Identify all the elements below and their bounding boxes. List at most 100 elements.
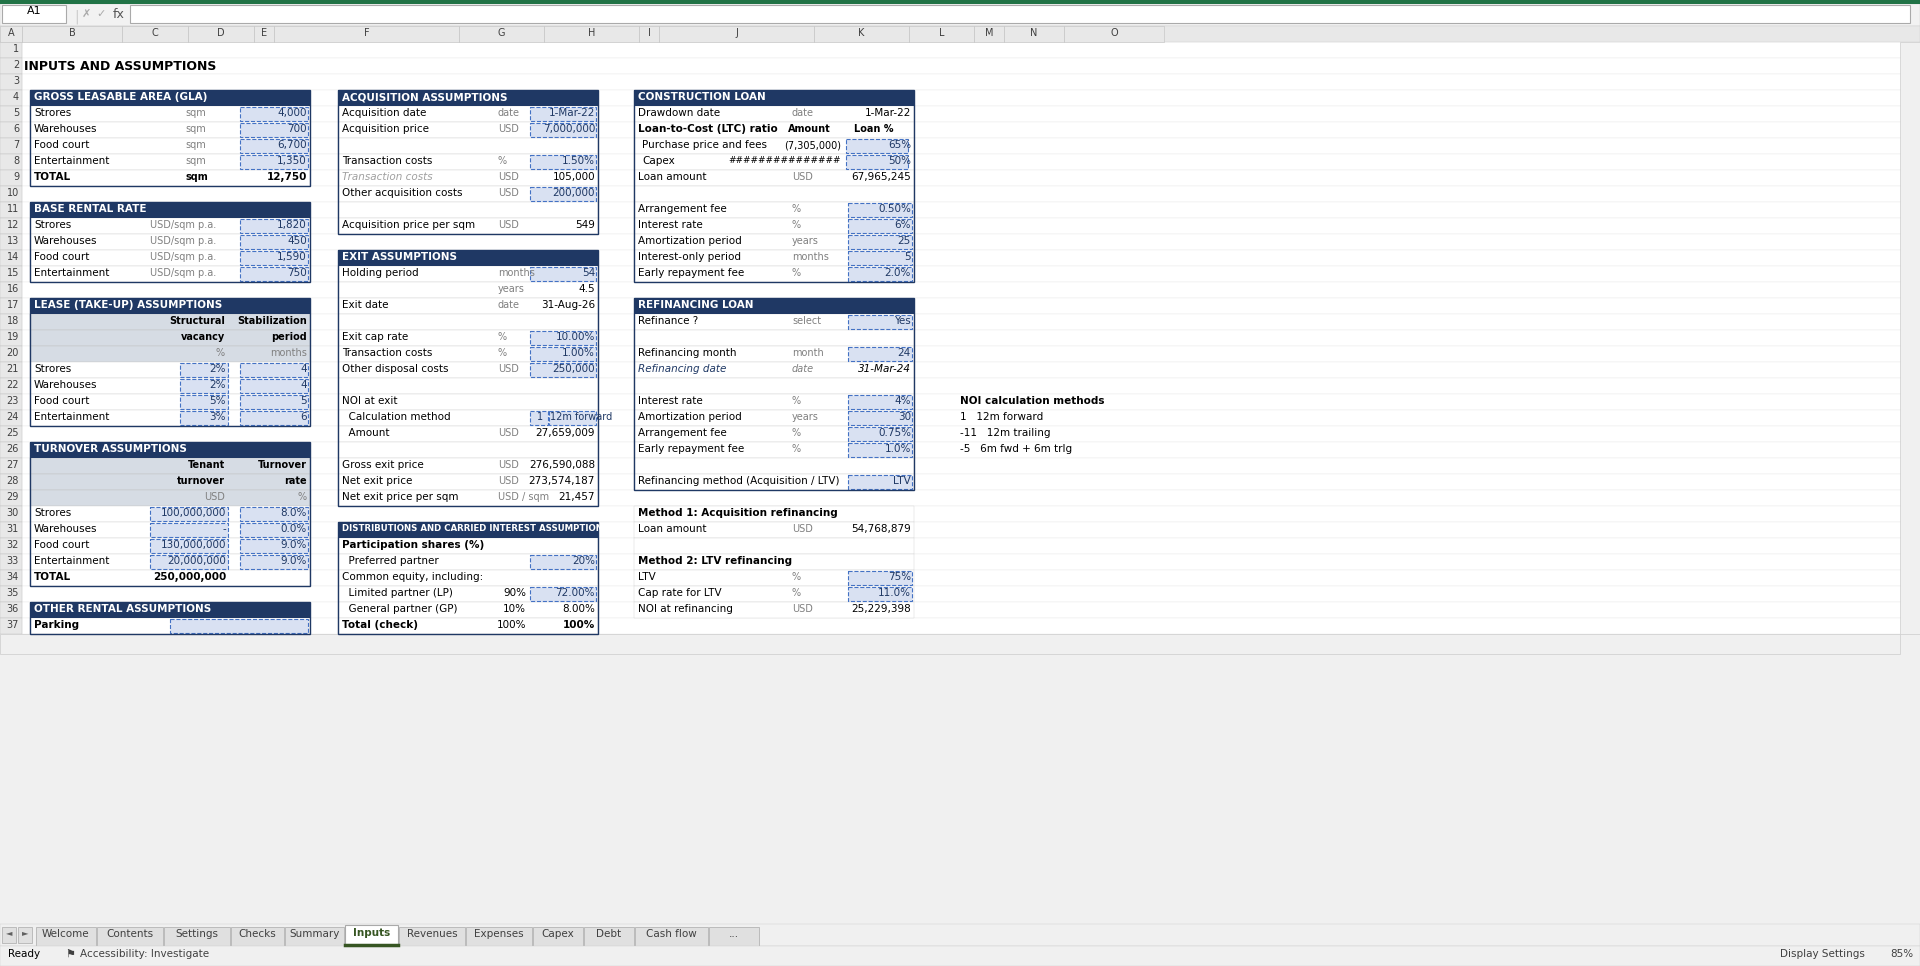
Text: Food court: Food court bbox=[35, 396, 90, 406]
Bar bbox=[338, 170, 597, 186]
Bar bbox=[0, 330, 21, 346]
Text: Net exit price per sqm: Net exit price per sqm bbox=[342, 492, 459, 502]
Bar bbox=[0, 186, 21, 202]
Bar bbox=[634, 202, 914, 218]
Bar bbox=[530, 347, 595, 361]
Text: INPUTS AND ASSUMPTIONS: INPUTS AND ASSUMPTIONS bbox=[23, 60, 217, 73]
Text: Total (check): Total (check) bbox=[342, 620, 419, 630]
Bar bbox=[0, 106, 21, 122]
Bar bbox=[150, 539, 228, 553]
Text: Entertainment: Entertainment bbox=[35, 412, 109, 422]
Text: 20%: 20% bbox=[572, 556, 595, 566]
Bar bbox=[849, 475, 912, 489]
Text: 14: 14 bbox=[8, 252, 19, 262]
Bar bbox=[31, 330, 309, 346]
Bar bbox=[338, 538, 597, 554]
Text: 19: 19 bbox=[8, 332, 19, 342]
Bar bbox=[814, 26, 908, 42]
Text: 5%: 5% bbox=[209, 396, 227, 406]
Text: 37: 37 bbox=[6, 620, 19, 630]
Bar bbox=[0, 266, 21, 282]
Text: Display Settings: Display Settings bbox=[1780, 949, 1864, 959]
Text: F: F bbox=[363, 28, 369, 38]
Bar bbox=[530, 587, 595, 601]
Bar bbox=[96, 927, 163, 946]
Text: Strores: Strores bbox=[35, 108, 71, 118]
Text: 1,590: 1,590 bbox=[276, 252, 307, 262]
Text: -11   12m trailing: -11 12m trailing bbox=[960, 428, 1050, 438]
Bar bbox=[21, 138, 1920, 154]
Bar bbox=[21, 106, 1920, 122]
Text: 20: 20 bbox=[6, 348, 19, 358]
Text: 75%: 75% bbox=[887, 572, 910, 582]
Text: 33: 33 bbox=[8, 556, 19, 566]
Text: Contents: Contents bbox=[106, 929, 154, 939]
Text: 1.50%: 1.50% bbox=[563, 156, 595, 166]
Text: 11.0%: 11.0% bbox=[877, 588, 910, 598]
Text: 32: 32 bbox=[6, 540, 19, 550]
Bar bbox=[240, 107, 307, 121]
Text: 25,229,398: 25,229,398 bbox=[851, 604, 910, 614]
Bar bbox=[0, 634, 1920, 966]
Bar bbox=[21, 378, 1920, 394]
Bar bbox=[467, 927, 532, 946]
Bar bbox=[31, 458, 309, 474]
Bar bbox=[634, 426, 914, 442]
Bar bbox=[21, 394, 1920, 410]
Text: years: years bbox=[497, 284, 524, 294]
Bar bbox=[0, 618, 21, 634]
Text: %: % bbox=[215, 348, 225, 358]
Text: months: months bbox=[497, 268, 536, 278]
Text: (7,305,000): (7,305,000) bbox=[783, 140, 841, 150]
Text: 85%: 85% bbox=[1889, 949, 1912, 959]
Bar bbox=[31, 90, 309, 186]
Text: ⚑: ⚑ bbox=[65, 949, 75, 959]
Bar bbox=[639, 26, 659, 42]
Bar bbox=[31, 602, 309, 634]
Text: years: years bbox=[791, 412, 818, 422]
Text: Loan-to-Cost (LTC) ratio: Loan-to-Cost (LTC) ratio bbox=[637, 124, 778, 134]
Text: LTV: LTV bbox=[637, 572, 657, 582]
Bar bbox=[849, 235, 912, 249]
Text: Method 2: LTV refinancing: Method 2: LTV refinancing bbox=[637, 556, 793, 566]
Text: D: D bbox=[217, 28, 225, 38]
Text: 72.00%: 72.00% bbox=[555, 588, 595, 598]
Text: -: - bbox=[223, 524, 227, 534]
Text: Entertainment: Entertainment bbox=[35, 556, 109, 566]
Text: 1,820: 1,820 bbox=[276, 220, 307, 230]
Text: USD: USD bbox=[497, 460, 518, 470]
Text: USD/sqm p.a.: USD/sqm p.a. bbox=[150, 236, 217, 246]
Bar bbox=[849, 395, 912, 409]
Text: 29: 29 bbox=[6, 492, 19, 502]
Bar bbox=[530, 267, 595, 281]
Bar bbox=[31, 202, 309, 282]
Text: 0.75%: 0.75% bbox=[877, 428, 910, 438]
Bar bbox=[31, 138, 309, 154]
Text: E: E bbox=[261, 28, 267, 38]
Text: 30: 30 bbox=[899, 412, 910, 422]
Bar bbox=[338, 474, 597, 490]
Bar bbox=[634, 90, 914, 106]
Bar bbox=[338, 202, 597, 218]
Text: sqm: sqm bbox=[184, 108, 205, 118]
Text: 18: 18 bbox=[8, 316, 19, 326]
Text: 8.00%: 8.00% bbox=[563, 604, 595, 614]
Text: EXIT ASSUMPTIONS: EXIT ASSUMPTIONS bbox=[342, 252, 457, 262]
Bar bbox=[338, 282, 597, 298]
Bar bbox=[338, 618, 597, 634]
Text: years: years bbox=[791, 236, 818, 246]
Text: 10%: 10% bbox=[503, 604, 526, 614]
Text: CONSTRUCTION LOAN: CONSTRUCTION LOAN bbox=[637, 92, 766, 102]
Bar bbox=[240, 267, 307, 281]
Bar bbox=[634, 554, 914, 570]
Text: date: date bbox=[497, 108, 520, 118]
Text: Amount: Amount bbox=[787, 124, 829, 134]
Text: Accessibility: Investigate: Accessibility: Investigate bbox=[81, 949, 209, 959]
Text: %: % bbox=[791, 572, 801, 582]
Text: 67,965,245: 67,965,245 bbox=[851, 172, 910, 182]
Bar bbox=[150, 523, 228, 537]
Bar bbox=[31, 314, 309, 330]
Bar bbox=[338, 330, 597, 346]
Text: 0.50%: 0.50% bbox=[877, 204, 910, 214]
Text: 4,000: 4,000 bbox=[278, 108, 307, 118]
